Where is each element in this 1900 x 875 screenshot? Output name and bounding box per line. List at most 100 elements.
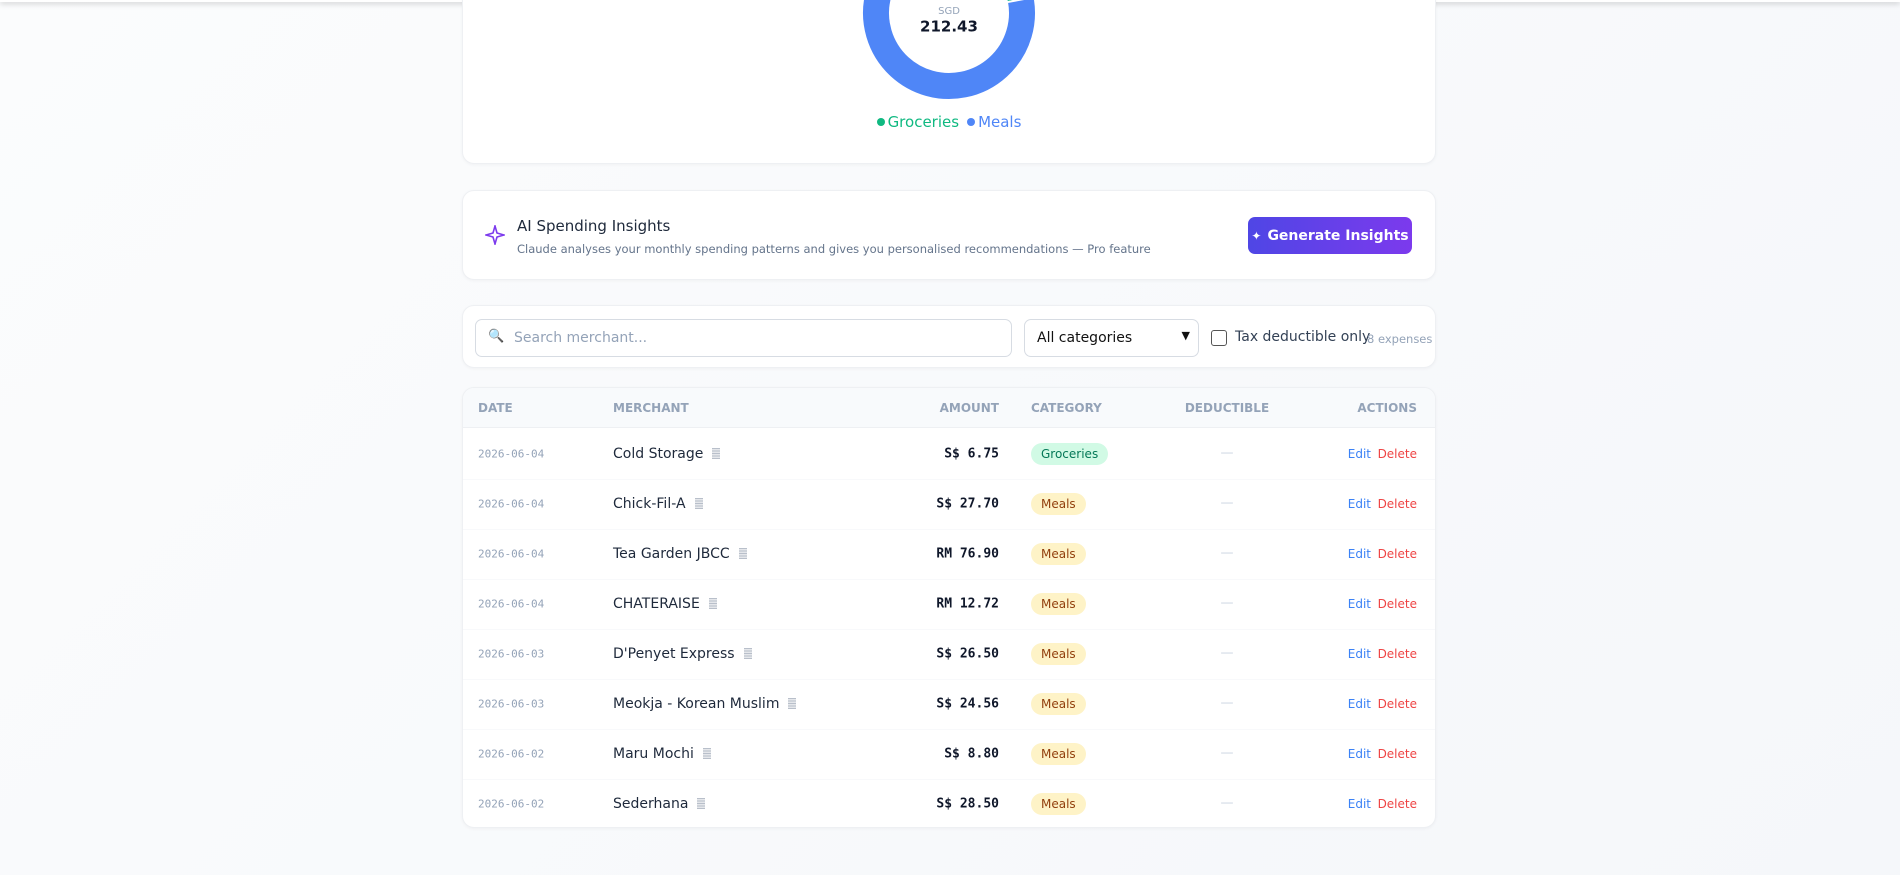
date: 2026-06-03 <box>478 697 545 711</box>
deductible: — <box>1220 645 1234 661</box>
sparkle-icon <box>485 225 505 245</box>
merchant-name: Chick-Fil-A <box>613 496 686 512</box>
merchant-name: Tea Garden JBCC <box>613 546 730 562</box>
generate-insights-button[interactable]: ✦ Generate Insights <box>1248 217 1412 254</box>
receipt-icon <box>788 698 797 709</box>
edit-button[interactable]: Edit <box>1347 797 1371 811</box>
category-badge: Meals <box>1031 793 1086 815</box>
merchant-name: Cold Storage <box>613 446 704 462</box>
deductible: — <box>1220 545 1234 561</box>
amount: S$ 28.50 <box>936 796 999 812</box>
category-badge: Meals <box>1031 593 1086 615</box>
edit-button[interactable]: Edit <box>1347 597 1371 611</box>
column-header: ACTIONS <box>1357 401 1417 415</box>
merchant-name: D'Penyet Express <box>613 646 735 662</box>
receipt-icon <box>708 598 717 609</box>
expense-table: DATE MERCHANT AMOUNT CATEGORY DEDUCTIBLE ACTI… <box>462 387 1436 828</box>
merchant-name: Maru Mochi <box>613 746 694 762</box>
row-divider <box>463 679 1435 680</box>
deductible: — <box>1220 795 1234 811</box>
deductible: — <box>1220 445 1234 461</box>
delete-button[interactable]: Delete <box>1377 747 1417 761</box>
donut-total: 212.43 <box>920 18 978 36</box>
search-icon: 🔍 <box>488 329 505 344</box>
donut-center-label: SGD <box>938 6 960 17</box>
date: 2026-06-04 <box>478 447 545 461</box>
select-label: All categories <box>1037 330 1133 346</box>
row-divider <box>463 479 1435 480</box>
amount: S$ 24.56 <box>936 696 999 712</box>
insights-card: AI Spending Insights Claude analyses you… <box>462 190 1436 280</box>
edit-button[interactable]: Edit <box>1347 747 1371 761</box>
legend-item: Groceries <box>876 113 960 131</box>
merchant: Sederhana <box>613 796 706 812</box>
category-badge: Meals <box>1031 543 1086 565</box>
search-input[interactable]: 🔍 Search merchant... <box>475 319 1012 357</box>
row-divider <box>463 729 1435 730</box>
delete-button[interactable]: Delete <box>1377 547 1417 561</box>
edit-button[interactable]: Edit <box>1347 447 1371 461</box>
edit-button[interactable]: Edit <box>1347 647 1371 661</box>
edit-button[interactable]: Edit <box>1347 497 1371 511</box>
row-divider <box>463 529 1435 530</box>
delete-button[interactable]: Delete <box>1377 647 1417 661</box>
date: 2026-06-04 <box>478 597 545 611</box>
delete-button[interactable]: Delete <box>1377 797 1417 811</box>
receipt-icon <box>694 498 703 509</box>
edit-button[interactable]: Edit <box>1347 547 1371 561</box>
deductible: — <box>1220 495 1234 511</box>
delete-button[interactable]: Delete <box>1377 497 1417 511</box>
legend: Groceries Meals <box>0 113 1898 131</box>
column-header: MERCHANT <box>613 401 689 415</box>
legend-dot <box>967 118 976 126</box>
deductible: — <box>1220 595 1234 611</box>
legend-dot <box>876 118 885 126</box>
category-badge: Meals <box>1031 743 1086 765</box>
edit-button[interactable]: Edit <box>1347 697 1371 711</box>
row-divider <box>463 579 1435 580</box>
row-divider <box>463 629 1435 630</box>
column-header: DEDUCTIBLE <box>1184 401 1270 415</box>
tax-checkbox-label: Tax deductible only <box>1235 329 1371 345</box>
merchant: Tea Garden JBCC <box>613 546 747 562</box>
date: 2026-06-02 <box>478 797 545 811</box>
merchant: Meokja - Korean Muslim <box>613 696 797 712</box>
date: 2026-06-04 <box>478 547 545 561</box>
category-select[interactable]: All categories ▼ <box>1024 319 1199 357</box>
delete-button[interactable]: Delete <box>1377 597 1417 611</box>
expense-count: 8 expenses <box>1367 332 1433 346</box>
merchant-name: Sederhana <box>613 796 689 812</box>
legend-label: Groceries <box>887 113 960 131</box>
delete-button[interactable]: Delete <box>1377 447 1417 461</box>
insights-title: AI Spending Insights <box>517 217 671 235</box>
receipt-icon <box>743 648 752 659</box>
column-header: DATE <box>478 401 513 415</box>
date: 2026-06-04 <box>478 497 545 511</box>
table-header <box>463 388 1435 428</box>
column-header: CATEGORY <box>1031 401 1102 415</box>
amount: S$ 26.50 <box>936 646 999 662</box>
merchant: CHATERAISE <box>613 596 717 612</box>
deductible: — <box>1220 695 1234 711</box>
merchant-name: Meokja - Korean Muslim <box>613 696 780 712</box>
receipt-icon <box>697 798 706 809</box>
receipt-icon <box>738 548 747 559</box>
filter-card: 🔍 Search merchant... All categories ▼ Tax… <box>462 305 1436 368</box>
delete-button[interactable]: Delete <box>1377 697 1417 711</box>
amount: S$ 27.70 <box>936 496 999 512</box>
amount: RM 76.90 <box>936 546 999 562</box>
merchant-name: CHATERAISE <box>613 596 700 612</box>
receipt-icon <box>712 448 721 459</box>
search-placeholder: Search merchant... <box>514 330 648 346</box>
merchant: D'Penyet Express <box>613 646 752 662</box>
button-label: Generate Insights <box>1267 227 1409 244</box>
tax-checkbox[interactable] <box>1211 330 1227 346</box>
column-header: AMOUNT <box>939 401 999 415</box>
merchant: Cold Storage <box>613 446 721 462</box>
date: 2026-06-02 <box>478 747 545 761</box>
date: 2026-06-03 <box>478 647 545 661</box>
insights-subtitle: Claude analyses your monthly spending pa… <box>517 242 1151 256</box>
row-divider <box>463 779 1435 780</box>
amount: S$ 6.75 <box>944 446 999 462</box>
